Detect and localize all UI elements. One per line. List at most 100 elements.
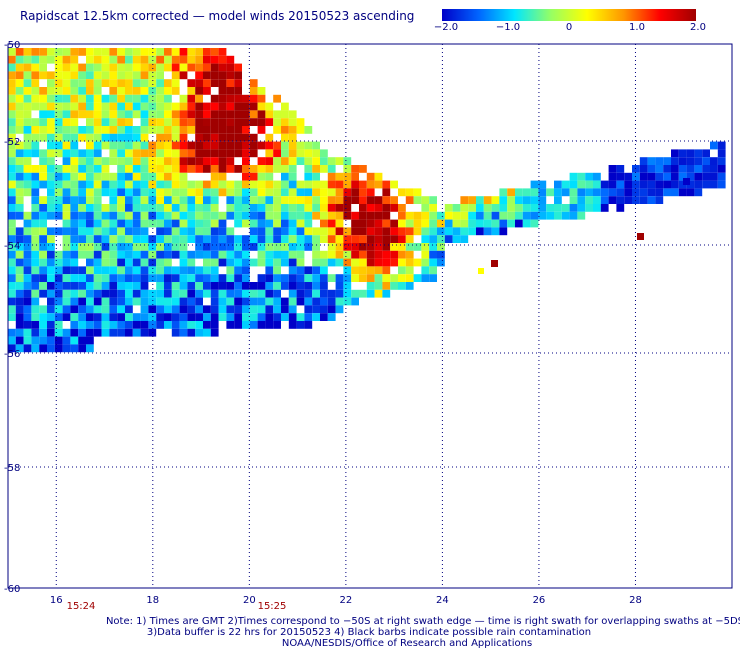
wind-cell [616, 165, 625, 173]
wind-cell [54, 55, 63, 64]
wind-cell [210, 102, 219, 111]
wind-cell [203, 321, 211, 329]
wind-cell [93, 165, 102, 173]
wind-cell [655, 188, 664, 197]
wind-cell [249, 79, 258, 87]
wind-cell [23, 313, 32, 321]
wind-cell [304, 196, 313, 204]
wind-cell [140, 165, 149, 173]
wind-cell [164, 149, 172, 158]
wind-cell [156, 71, 164, 80]
wind-cell [218, 55, 227, 64]
wind-cell [249, 258, 258, 267]
wind-cell [101, 133, 110, 142]
wind-cell [62, 149, 71, 158]
wind-cell [93, 274, 102, 282]
wind-cell [125, 313, 133, 321]
wind-cell [242, 157, 250, 165]
wind-cell [234, 87, 242, 95]
wind-cell [70, 71, 79, 80]
wind-cell [257, 243, 266, 251]
wind-cell [156, 289, 164, 298]
wind-cell [62, 227, 71, 236]
wind-cell [546, 211, 554, 220]
wind-cell [47, 94, 55, 103]
lat-tick-label: -52 [4, 137, 20, 148]
wind-cell [132, 243, 141, 251]
wind-cell [31, 55, 40, 64]
wind-cell [717, 165, 726, 173]
wind-cell [171, 188, 180, 197]
wind-cell [23, 126, 32, 134]
wind-cell [234, 204, 242, 212]
wind-cell [577, 211, 586, 220]
wind-cell [374, 274, 383, 282]
wind-cell [226, 149, 235, 158]
wind-cell [140, 118, 149, 126]
wind-cell [15, 235, 24, 243]
wind-cell [351, 219, 359, 228]
wind-cell [70, 180, 79, 189]
wind-cell [47, 165, 55, 173]
wind-cell [382, 180, 391, 189]
wind-cell [359, 274, 367, 282]
wind-cell [140, 211, 149, 220]
wind-cell [234, 313, 242, 321]
wind-cell [23, 211, 32, 220]
wind-cell [327, 274, 336, 282]
wind-cell [164, 141, 172, 150]
wind-cell [210, 297, 219, 306]
colorbar-label-zero: 0 [565, 22, 573, 33]
wind-cell [429, 243, 437, 251]
wind-cell [312, 165, 320, 173]
wind-cell [210, 126, 219, 134]
wind-cell [218, 250, 227, 259]
wind-cell [125, 282, 133, 290]
wind-cell [39, 172, 47, 181]
wind-cell [608, 172, 617, 181]
wind-cell [671, 149, 679, 158]
wind-cell [171, 149, 180, 158]
wind-cell [54, 79, 63, 87]
wind-cell [86, 188, 94, 197]
wind-cell [70, 243, 79, 251]
wind-cell [140, 289, 149, 298]
wind-cell [452, 211, 461, 220]
wind-cell [273, 165, 281, 173]
wind-cell [257, 165, 266, 173]
wind-cell [249, 282, 258, 290]
wind-cell [109, 196, 118, 204]
wind-cell [390, 196, 398, 204]
wind-cell [242, 196, 250, 204]
wind-cell [47, 289, 55, 298]
wind-cell [273, 227, 281, 236]
wind-cell [444, 211, 453, 220]
wind-cell [242, 141, 250, 150]
wind-cell [249, 165, 258, 173]
wind-cell [429, 235, 437, 243]
wind-cell [148, 172, 157, 181]
wind-cell [281, 118, 289, 126]
wind-cell [296, 266, 305, 275]
wind-cell [23, 305, 32, 314]
wind-cell [405, 219, 414, 228]
wind-cell [343, 211, 352, 220]
wind-cell [15, 266, 24, 275]
wind-cell [281, 313, 289, 321]
wind-cell [39, 165, 47, 173]
wind-cell [8, 94, 16, 103]
wind-cell [304, 305, 313, 314]
wind-cell [265, 141, 274, 150]
wind-cell [288, 321, 297, 329]
wind-cell [405, 274, 414, 282]
wind-cell [62, 157, 71, 165]
wind-cell [125, 79, 133, 87]
wind-cell [257, 313, 266, 321]
wind-cell [249, 149, 258, 158]
wind-cell [296, 196, 305, 204]
wind-cell [234, 235, 242, 243]
wind-cell [195, 243, 203, 251]
wind-cell [273, 313, 281, 321]
lat-tick-label: -56 [4, 349, 20, 360]
wind-cell [234, 305, 242, 314]
